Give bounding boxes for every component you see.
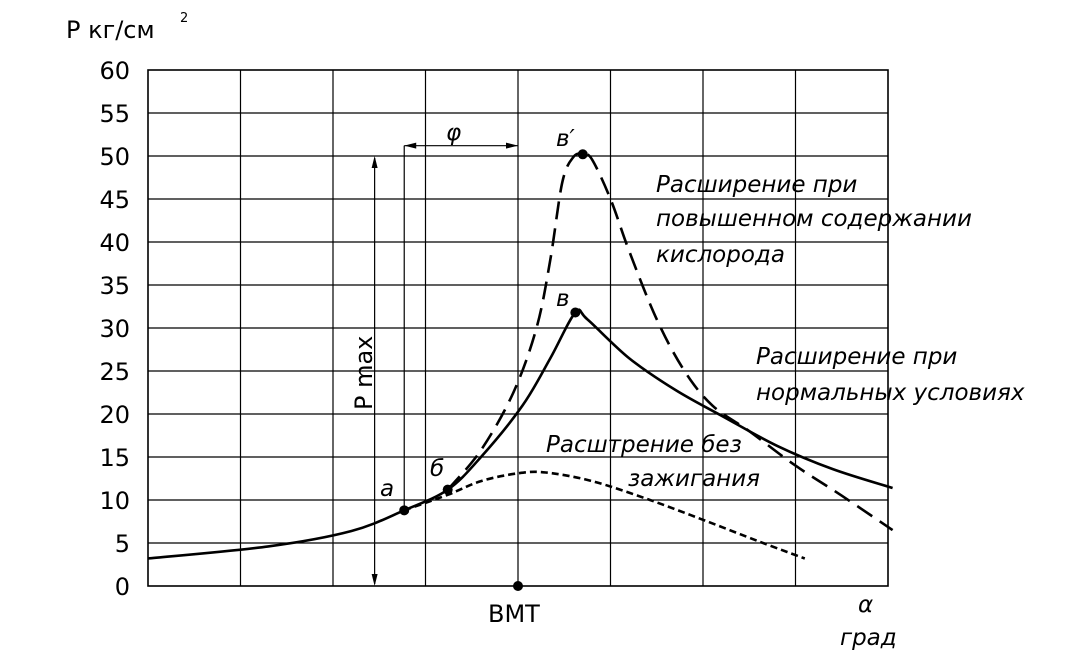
phi-arrow-left [404,142,417,149]
y-tick-label: 25 [99,358,130,386]
y-tick-label: 10 [99,487,130,515]
y-tick-label: 0 [115,573,130,601]
x-axis-unit: град [840,625,897,651]
point-markers [399,149,588,591]
series-no-ignition [403,470,806,560]
pmax-arrow-bottom [371,574,378,586]
point-label-v: в [556,286,570,312]
phi-arrow-right [506,142,518,149]
marker-point-b [442,484,453,495]
y-tick-label: 35 [99,272,130,300]
marker-point-v [570,307,581,318]
plot-grid [147,69,889,587]
pmax-label: P max [350,336,378,410]
annotation-oxygen-line2: повышенном содержании [656,206,972,232]
data-series [147,152,894,560]
point-label-b: б [430,456,444,482]
y-axis-title: P кг/см [66,16,155,44]
point-label-v-prime: в′ [556,126,576,152]
y-tick-label: 30 [99,315,130,343]
y-tick-labels: 0 5 10 15 20 25 30 35 40 45 50 55 60 [99,57,130,601]
annotation-no-ignition-line2: зажигания [628,466,760,492]
x-axis-symbol: α [858,592,873,618]
tdc-label: ВМТ [488,600,540,628]
y-tick-label: 40 [99,229,130,257]
phi-label: φ [446,120,461,146]
series-increased-oxygen [446,152,894,532]
annotation-oxygen-line3: кислорода [656,242,785,268]
annotation-no-ignition-line1: Расштрение без [546,432,742,458]
annotation-oxygen-line1: Расширение при [656,172,857,198]
marker-point-v_prime [577,149,588,160]
y-axis-unit-superscript: 2 [180,11,188,26]
annotation-normal-line1: Расширение при [756,344,957,370]
y-tick-label: 45 [99,186,130,214]
y-tick-label: 20 [99,401,130,429]
series-normal-conditions [147,308,893,560]
y-tick-label: 60 [99,57,130,85]
y-tick-label: 50 [99,143,130,171]
marker-point-a [399,505,410,516]
y-tick-label: 5 [115,530,130,558]
point-label-a: a [380,476,394,502]
pmax-arrow-top [371,156,378,168]
tdc-marker-point [513,581,523,591]
annotation-normal-line2: нормальных условиях [756,380,1025,406]
guide-lines [371,142,518,586]
y-tick-label: 15 [99,444,130,472]
y-tick-label: 55 [99,100,130,128]
